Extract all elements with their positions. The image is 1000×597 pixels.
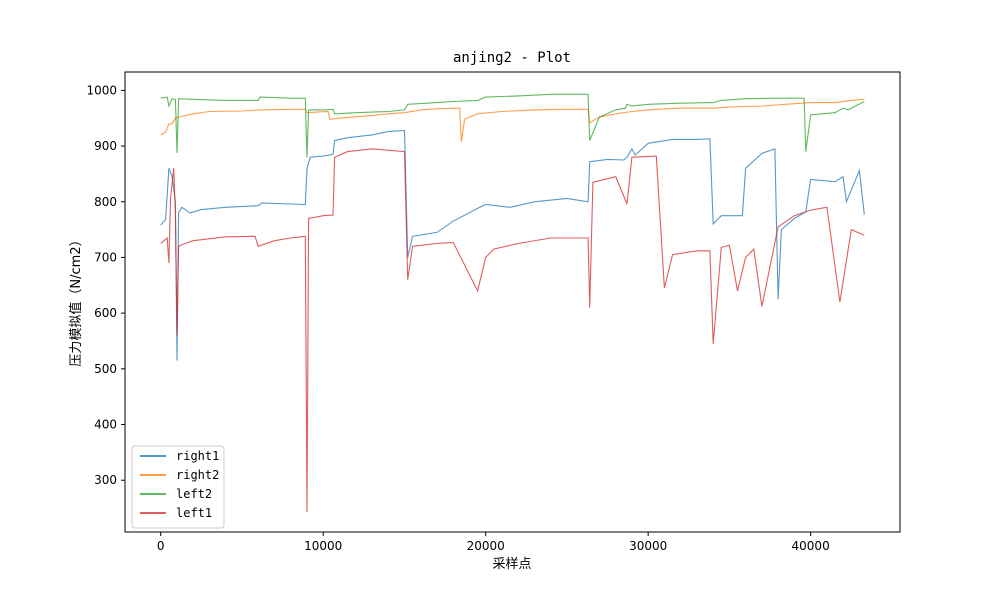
series-line-right1 <box>160 129 865 361</box>
chart-title: anjing2 - Plot <box>453 50 571 66</box>
y-tick-label: 500 <box>94 362 117 376</box>
plot-area <box>160 93 865 513</box>
legend-label-right1: right1 <box>176 449 219 463</box>
series-line-left1 <box>160 148 865 513</box>
legend: right1 right2 left2 left1 <box>131 445 225 529</box>
y-axis-title: 压力模拟值（N/cm2） <box>68 233 84 366</box>
x-tick-label: 20000 <box>467 539 505 553</box>
legend-label-left1: left1 <box>176 506 212 520</box>
y-tick-label: 300 <box>94 473 117 487</box>
series-line-left2 <box>160 93 865 158</box>
y-tick-label: 800 <box>94 195 117 209</box>
x-tick-label: 40000 <box>792 539 830 553</box>
series-line-right2 <box>160 98 865 142</box>
legend-label-left2: left2 <box>176 487 212 501</box>
legend-box <box>131 445 225 529</box>
x-tick-label: 30000 <box>629 539 667 553</box>
x-axis-title: 采样点 <box>492 557 531 572</box>
axes: 0 10000 20000 30000 40000 300 400 500 600 700 800 9… <box>86 71 901 553</box>
y-tick-label: 700 <box>94 250 117 264</box>
x-tick-label: 10000 <box>304 539 342 553</box>
legend-label-right2: right2 <box>176 468 219 482</box>
y-tick-label: 900 <box>94 139 117 153</box>
y-tick-label: 600 <box>94 306 117 320</box>
x-tick-label: 0 <box>157 539 165 553</box>
axes-frame <box>124 71 901 533</box>
y-tick-label: 400 <box>94 418 117 432</box>
y-tick-label: 1000 <box>86 83 117 97</box>
